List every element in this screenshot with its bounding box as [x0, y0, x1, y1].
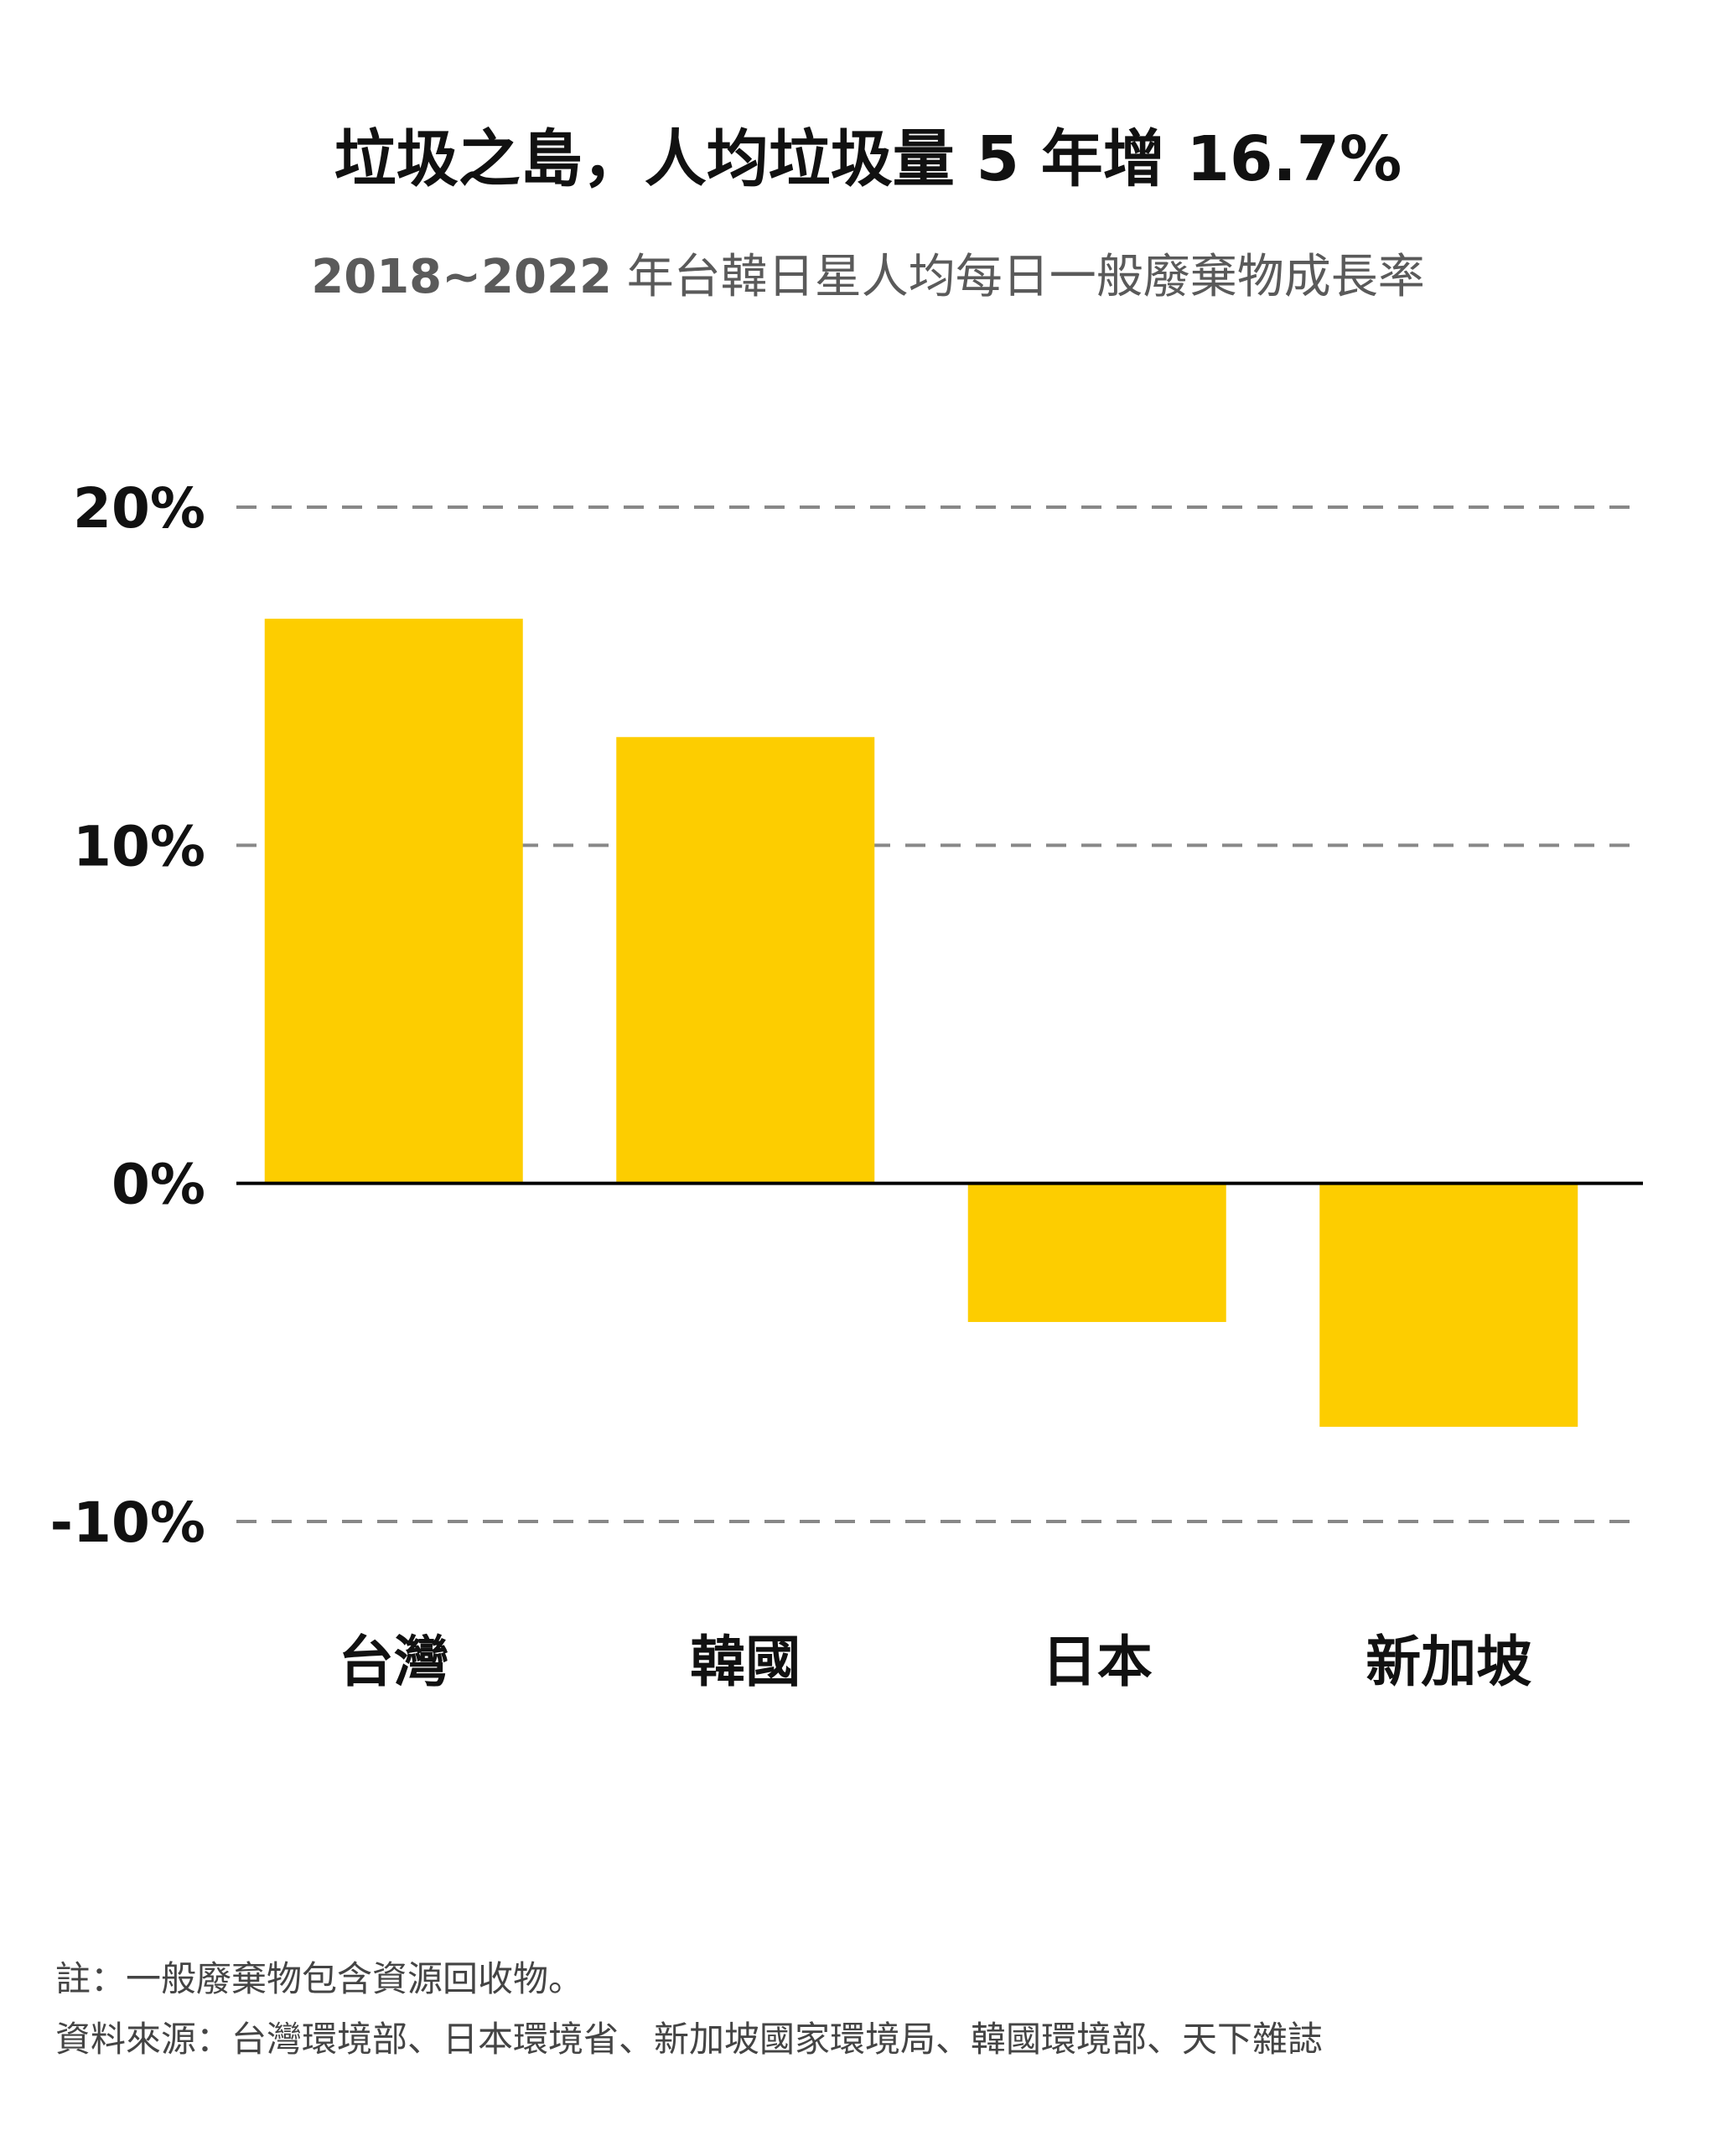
bars	[264, 619, 1578, 1428]
y-tick-label: -10%	[50, 1490, 205, 1555]
bar-2	[616, 737, 875, 1184]
subtitle-years: 2018~2022	[311, 250, 612, 304]
bar-1	[264, 619, 523, 1184]
subtitle-text: 年台韓日星人均每日一般廢棄物成長率	[626, 250, 1425, 304]
footnote-source: 資料來源：台灣環境部、日本環境省、新加坡國家環境局、韓國環境部、天下雜誌	[55, 2019, 1324, 2060]
chart-subtitle: 2018~2022 年台韓日星人均每日一般廢棄物成長率	[0, 239, 1736, 307]
x-tick-label: 台灣	[339, 1630, 449, 1694]
x-tick-labels: 台灣 韓國 日本 新加坡	[339, 1630, 1532, 1694]
y-tick-label: 10%	[73, 814, 205, 879]
x-tick-label: 日本	[1042, 1630, 1153, 1694]
x-tick-label: 韓國	[690, 1630, 801, 1694]
x-tick-label: 新加坡	[1365, 1630, 1531, 1694]
chart-title: 垃圾之島，人均垃圾量 5 年增 16.7%	[334, 123, 1402, 195]
y-tick-label: 20%	[73, 476, 205, 541]
footnotes: 註：一般廢棄物包含資源回收物。 資料來源：台灣環境部、日本環境省、新加坡國家環境…	[55, 1949, 1323, 2070]
bar-4	[1319, 1183, 1578, 1428]
bar-chart: 20% 10% 0% -10% 台灣 韓國 日本 新加坡	[50, 476, 1643, 1694]
gridlines	[236, 505, 1643, 1523]
y-tick-labels: 20% 10% 0% -10%	[50, 476, 205, 1555]
footnote-note: 註：一般廢棄物包含資源回收物。	[55, 1958, 584, 1999]
y-tick-label: 0%	[111, 1153, 205, 1217]
bar-3	[967, 1183, 1226, 1323]
